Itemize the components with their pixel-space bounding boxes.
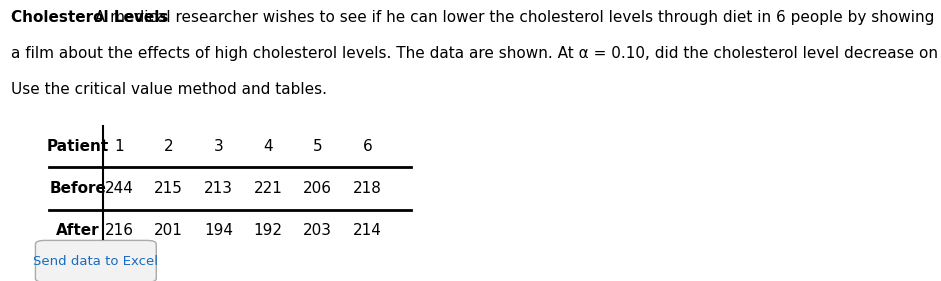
Text: 5: 5 bbox=[312, 139, 323, 154]
Text: 244: 244 bbox=[104, 181, 134, 196]
Text: 213: 213 bbox=[204, 181, 232, 196]
Text: 203: 203 bbox=[303, 223, 332, 238]
Text: 218: 218 bbox=[353, 181, 382, 196]
Text: Use the critical value method and tables.: Use the critical value method and tables… bbox=[10, 81, 327, 97]
Text: Before: Before bbox=[50, 181, 106, 196]
Text: 3: 3 bbox=[214, 139, 223, 154]
Text: 2: 2 bbox=[164, 139, 173, 154]
Text: 1: 1 bbox=[114, 139, 124, 154]
Text: 6: 6 bbox=[362, 139, 372, 154]
Text: Send data to Excel: Send data to Excel bbox=[33, 255, 158, 268]
Text: Patient: Patient bbox=[47, 139, 109, 154]
Text: 216: 216 bbox=[104, 223, 134, 238]
Text: 192: 192 bbox=[253, 223, 282, 238]
Text: 214: 214 bbox=[353, 223, 382, 238]
Text: Cholesterol Levels: Cholesterol Levels bbox=[10, 10, 168, 25]
FancyBboxPatch shape bbox=[36, 240, 156, 281]
Text: 4: 4 bbox=[263, 139, 273, 154]
Text: a film about the effects of high cholesterol levels. The data are shown. At α = : a film about the effects of high cholest… bbox=[10, 46, 941, 61]
Text: After: After bbox=[56, 223, 100, 238]
Text: 194: 194 bbox=[204, 223, 232, 238]
Text: A medical researcher wishes to see if he can lower the cholesterol levels throug: A medical researcher wishes to see if he… bbox=[90, 10, 934, 25]
Text: 221: 221 bbox=[253, 181, 282, 196]
Text: 215: 215 bbox=[154, 181, 183, 196]
Text: 206: 206 bbox=[303, 181, 332, 196]
Text: 201: 201 bbox=[154, 223, 183, 238]
